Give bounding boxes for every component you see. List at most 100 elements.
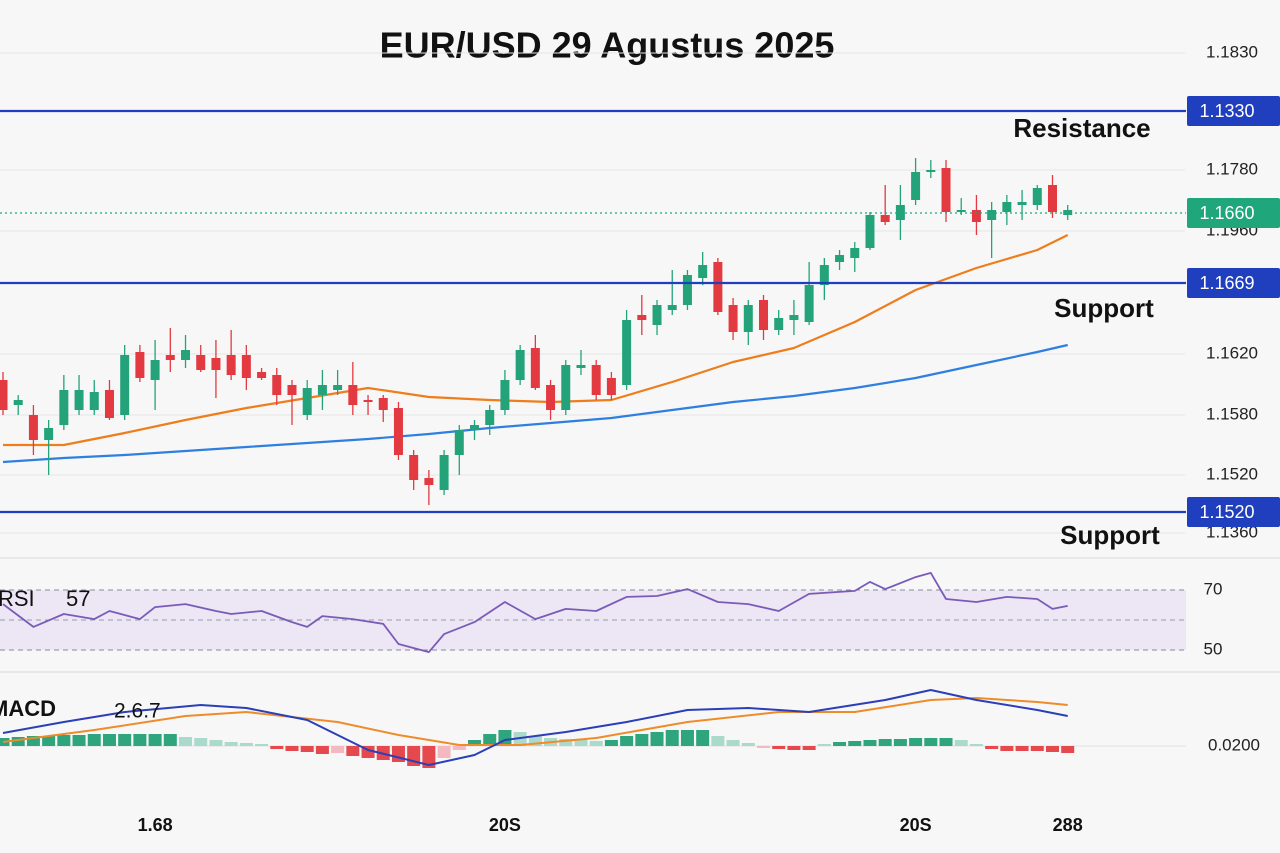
macd-histogram-bar	[57, 735, 71, 746]
candle-body	[104, 390, 114, 418]
candle-body	[576, 365, 586, 368]
candle-body	[1002, 202, 1012, 212]
level-note: Support	[1060, 520, 1160, 550]
macd-histogram-bar	[665, 730, 679, 746]
candle-body	[89, 392, 99, 410]
macd-histogram-bar	[680, 730, 694, 746]
price-axis-label: 1.1830	[1206, 42, 1258, 61]
candle-body	[956, 210, 966, 212]
candle-body	[241, 355, 251, 378]
macd-histogram-bar	[87, 734, 101, 746]
rsi-line	[2, 572, 1068, 653]
candle-body	[667, 305, 677, 310]
price-tag-label: 1.1660	[1199, 203, 1254, 223]
macd-histogram-bar	[711, 736, 725, 746]
candle-body	[74, 390, 84, 410]
macd-histogram-bar	[802, 746, 816, 750]
candle-body	[637, 315, 647, 320]
macd-histogram-bar	[559, 739, 573, 746]
macd-histogram-bar	[741, 743, 755, 746]
macd-histogram-bar	[11, 737, 25, 746]
candle-body	[135, 352, 145, 378]
candle-body	[774, 318, 784, 330]
macd-histogram-bar	[483, 734, 497, 746]
rsi-tick-label: 50	[1204, 639, 1223, 658]
candle-body	[439, 455, 449, 490]
macd-histogram-bar	[939, 738, 953, 746]
macd-histogram-bar	[604, 740, 618, 746]
candle-body	[257, 372, 267, 378]
candle-body	[652, 305, 662, 325]
candle-body	[378, 398, 388, 410]
macd-label: MACD	[0, 696, 56, 721]
macd-histogram-bar	[954, 740, 968, 746]
candle-body	[987, 210, 997, 220]
candle-body	[1032, 188, 1042, 205]
candle-body	[561, 365, 571, 410]
candle-body	[682, 275, 692, 305]
macd-histogram-bar	[42, 736, 56, 746]
macd-histogram-bar	[909, 738, 923, 746]
macd-histogram-bar	[878, 739, 892, 746]
candle-body	[622, 320, 632, 385]
candle-body	[759, 300, 768, 330]
candle-body	[409, 455, 419, 480]
moving-average	[2, 343, 1068, 464]
macd-histogram-bar	[331, 746, 345, 753]
candle-body	[287, 385, 297, 395]
macd-histogram-bar	[696, 730, 710, 746]
macd-tick-label: 0.0200	[1208, 735, 1260, 754]
macd-histogram-bar	[635, 734, 649, 746]
macd-histogram-bar	[1000, 746, 1014, 751]
candle-body	[880, 215, 890, 222]
x-tick-label: 20S	[489, 815, 521, 835]
macd-histogram-bar	[102, 734, 116, 746]
price-tag-label: 1.1520	[1199, 502, 1254, 522]
macd-histogram-bar	[1045, 746, 1059, 752]
candle-body	[424, 478, 434, 485]
macd-histogram-bar	[315, 746, 329, 754]
macd-histogram-bar	[437, 746, 451, 758]
macd-histogram-bar	[1030, 746, 1044, 751]
candle-body	[546, 385, 556, 410]
candle-body	[591, 365, 601, 395]
candle-body	[196, 355, 206, 370]
candle-body	[713, 262, 723, 312]
candle-body	[165, 355, 175, 360]
candle-body	[500, 380, 510, 410]
macd-histogram-bar	[209, 740, 223, 746]
macd-histogram-bar	[148, 734, 162, 746]
candle-body	[804, 285, 814, 322]
price-tag-label: 1.1330	[1199, 101, 1254, 121]
price-tag-label: 1.1669	[1199, 273, 1254, 293]
macd-histogram-bar	[118, 734, 132, 746]
candle-body	[926, 170, 936, 172]
candle-body	[59, 390, 69, 425]
macd-histogram-bar	[620, 736, 634, 746]
candle-body	[698, 265, 708, 278]
macd-histogram-bar	[817, 744, 831, 746]
candle-body	[13, 400, 23, 405]
macd-histogram-bar	[757, 746, 770, 748]
price-tag	[1187, 198, 1280, 228]
macd-histogram-bar	[239, 743, 253, 746]
macd-line	[2, 689, 1068, 766]
candle-body	[302, 388, 312, 415]
candle-body	[485, 410, 495, 425]
macd-histogram-bar	[848, 741, 862, 746]
macd-histogram-bar	[346, 746, 360, 756]
macd-histogram-bar	[163, 734, 177, 746]
candle-body	[454, 430, 464, 455]
macd-histogram-bar	[528, 736, 542, 746]
candle-body	[120, 355, 130, 415]
candle-body	[835, 255, 845, 262]
candle-body	[971, 210, 981, 222]
macd-histogram-bar	[498, 730, 512, 746]
price-axis-label: 1.1360	[1206, 522, 1258, 541]
candle-body	[181, 350, 191, 360]
macd-histogram-bar	[787, 746, 801, 750]
macd-histogram-bar	[179, 737, 193, 746]
macd-histogram-bar	[969, 744, 983, 746]
